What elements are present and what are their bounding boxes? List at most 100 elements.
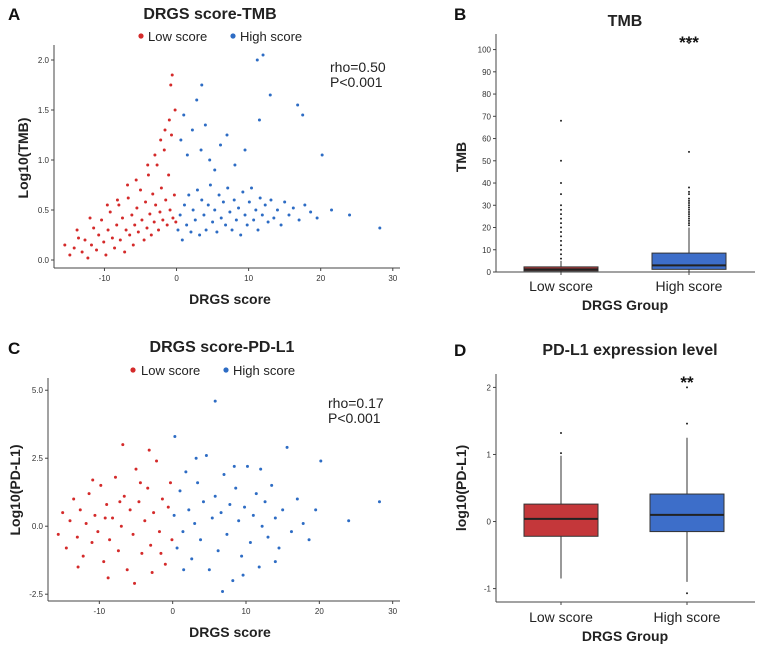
point-high-score-c [243, 505, 247, 509]
point-low-score-c [159, 551, 163, 555]
point-high-score-c [319, 459, 323, 463]
point-high-score-c [222, 473, 226, 477]
point-high-score-a [247, 200, 251, 204]
point-low-score-a [146, 173, 150, 177]
point-low-score-a [155, 163, 159, 167]
point-high-score-c [259, 467, 263, 471]
y-tick-label-c: -2.5 [29, 590, 43, 599]
point-low-score-c [122, 494, 126, 498]
x-tick-label-c: 10 [242, 607, 251, 616]
point-high-score-c [190, 557, 194, 561]
point-high-score-a [182, 113, 186, 117]
point-high-score-a [219, 216, 223, 220]
point-high-score-c [232, 464, 236, 468]
point-low-score-c [68, 519, 72, 523]
outlier-high-score [688, 222, 690, 225]
point-high-score-a [182, 203, 186, 207]
point-high-score-a [185, 153, 189, 157]
point-high-score-a [256, 228, 260, 232]
legend-c: Low score High score [130, 363, 295, 378]
point-low-score-c [87, 492, 91, 496]
point-low-score-c [170, 538, 174, 542]
point-high-score-c [273, 560, 277, 564]
outlier-high-score [688, 224, 690, 227]
point-low-score-a [174, 220, 178, 224]
x-tick-label-c: -10 [94, 607, 106, 616]
point-high-score-c [301, 521, 305, 525]
point-low-score-a [159, 186, 163, 190]
point-low-score-c [93, 513, 97, 517]
point-low-score-a [167, 118, 171, 122]
y-tick-label-d: 1 [487, 450, 492, 459]
x-tick-label-c: 0 [170, 607, 175, 616]
point-low-score-a [88, 216, 92, 220]
outlier-high-score [686, 592, 688, 595]
y-tick-label-b: 60 [482, 135, 491, 144]
y-tick-label-a: 1.0 [38, 156, 50, 165]
point-high-score-a [287, 213, 291, 217]
outlier-low-score [560, 452, 562, 455]
point-low-score-a [120, 216, 124, 220]
point-low-score-a [95, 248, 99, 252]
outlier-low-score [560, 257, 562, 260]
point-high-score-c [199, 538, 203, 542]
point-high-score-c [254, 492, 258, 496]
point-high-score-a [257, 118, 261, 122]
point-high-score-a [315, 216, 319, 220]
point-high-score-a [320, 153, 324, 157]
point-high-score-c [187, 508, 191, 512]
point-high-score-c [266, 535, 270, 539]
point-low-score-a [163, 128, 167, 132]
point-low-score-c [113, 475, 117, 479]
y-tick-label-a: 0.0 [38, 256, 50, 265]
point-low-score-a [86, 256, 90, 260]
point-low-score-c [128, 508, 132, 512]
point-low-score-a [153, 153, 157, 157]
x-tick-label-high-b: High score [656, 278, 723, 294]
point-high-score-a [252, 218, 256, 222]
point-high-score-a [225, 133, 229, 137]
point-low-score-a [169, 83, 173, 87]
point-high-score-c [307, 538, 311, 542]
outlier-high-score [688, 208, 690, 211]
point-low-score-a [115, 223, 119, 227]
point-high-score-a [261, 53, 265, 57]
point-low-score-a [118, 238, 122, 242]
x-axis-label-d: DRGS Group [582, 628, 668, 644]
point-high-score-c [219, 511, 223, 515]
outlier-high-score [688, 213, 690, 216]
y-tick-label-b: 40 [482, 179, 491, 188]
legend-marker-high-c [223, 367, 229, 373]
x-tick-label-low-d: Low score [529, 609, 593, 625]
point-high-score-c [241, 573, 245, 577]
y-tick-label-d: 0 [487, 518, 492, 527]
point-high-score-a [303, 203, 307, 207]
chart-title-a: DRGS score-TMB [143, 6, 276, 23]
point-high-score-c [295, 497, 299, 501]
point-high-score-c [213, 399, 217, 403]
point-high-score-c [184, 470, 188, 474]
point-high-score-a [297, 218, 301, 222]
point-high-score-a [243, 213, 247, 217]
point-high-score-a [219, 143, 223, 147]
point-high-score-c [178, 489, 182, 493]
point-high-score-a [215, 230, 219, 234]
annotation-rho-a: rho=0.50 [330, 59, 386, 75]
outlier-high-score [688, 41, 690, 44]
point-low-score-a [110, 236, 114, 240]
point-high-score-c [289, 530, 293, 534]
point-low-score-a [106, 228, 110, 232]
legend-marker-high-a [230, 33, 236, 39]
point-high-score-a [206, 203, 210, 207]
point-high-score-a [237, 206, 241, 210]
point-low-score-a [158, 210, 162, 214]
y-tick-label-b: 10 [482, 246, 491, 255]
point-low-score-a [172, 193, 176, 197]
ticks-a: -10 0 10 20 30 0.0 0.5 1.0 1.5 2.0 [38, 56, 398, 283]
point-high-score-a [296, 103, 300, 107]
box-high-score [651, 252, 727, 270]
point-low-score-a [162, 148, 166, 152]
point-high-score-a [198, 233, 202, 237]
point-high-score-a [193, 218, 197, 222]
